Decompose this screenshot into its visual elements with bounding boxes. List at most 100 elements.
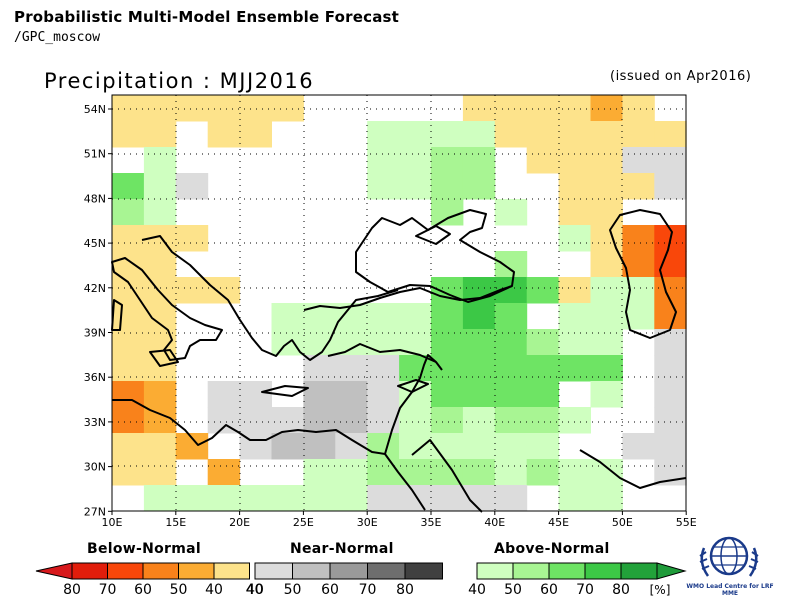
- probability-cell: [494, 485, 528, 512]
- lon-label: 25E: [293, 516, 314, 529]
- probability-cell: [367, 121, 400, 148]
- probability-cell: [143, 147, 177, 174]
- probability-cell: [654, 381, 687, 408]
- probability-cell: [207, 121, 241, 148]
- coastline-crimea: [415, 225, 451, 245]
- probability-cell: [494, 459, 528, 486]
- probability-cell: [558, 173, 591, 200]
- probability-cell: [207, 95, 241, 122]
- legend-swatch: [476, 562, 514, 580]
- legend-label: 60: [134, 582, 152, 598]
- probability-cell: [335, 459, 368, 486]
- legend-label: 60: [540, 582, 558, 598]
- probability-cell: [462, 407, 496, 434]
- lat-label: 27N: [84, 505, 106, 518]
- probability-cell: [431, 329, 464, 356]
- lat-label: 30N: [84, 461, 106, 474]
- probability-cell: [367, 459, 400, 486]
- legend-label: 70: [576, 582, 594, 598]
- probability-cell: [590, 355, 623, 382]
- coastline-red-sea: [384, 439, 483, 513]
- probability-cell: [654, 433, 687, 460]
- probability-cell: [590, 277, 623, 304]
- probability-cell: [590, 459, 623, 486]
- legend-swatch: [292, 562, 331, 580]
- probability-cell: [431, 121, 464, 148]
- coastline-levant: [384, 354, 443, 455]
- probability-cell: [558, 277, 591, 304]
- legend-swatch: [178, 562, 215, 580]
- probability-cell: [622, 433, 655, 460]
- probability-cell: [590, 95, 623, 122]
- probability-cell: [239, 381, 272, 408]
- lon-label: 45E: [548, 516, 569, 529]
- probability-cell: [462, 329, 496, 356]
- probability-cell: [590, 381, 623, 408]
- probability-cell: [239, 95, 272, 122]
- legend-near-title: Near-Normal: [290, 541, 394, 557]
- probability-cell: [494, 95, 528, 122]
- probability-cell: [335, 485, 368, 512]
- map-title: Precipitation : MJJ2016: [44, 69, 315, 93]
- probability-cell: [399, 147, 432, 174]
- probability-cell: [399, 173, 432, 200]
- coastline-caspian: [609, 209, 677, 339]
- legend-swatch: [584, 562, 622, 580]
- legend-label: 40: [468, 582, 486, 598]
- probability-cell: [399, 121, 432, 148]
- probability-cell: [526, 407, 560, 434]
- longitude-ticks: [111, 511, 687, 515]
- probability-cell: [494, 381, 528, 408]
- probability-cell: [112, 303, 145, 330]
- probability-cell: [112, 95, 145, 122]
- coastline-italy: [111, 257, 223, 361]
- probability-cell: [367, 485, 400, 512]
- probability-cell: [494, 121, 528, 148]
- legend-below-normal: 80 70 60 50 40 40: [35, 562, 263, 598]
- lon-label: 20E: [229, 516, 250, 529]
- probability-cell: [399, 485, 432, 512]
- probability-cell: [207, 381, 241, 408]
- coastline-crete: [261, 385, 309, 397]
- page-title: Probabilistic Multi-Model Ensemble Forec…: [14, 8, 400, 26]
- probability-cell: [526, 147, 560, 174]
- probability-cell: [431, 407, 464, 434]
- probability-cell: [143, 303, 177, 330]
- lat-label: 54N: [84, 103, 106, 116]
- probability-cell: [239, 121, 272, 148]
- legend-swatch: [142, 562, 179, 580]
- probability-cell: [112, 459, 145, 486]
- legend-label: 40: [205, 582, 223, 598]
- legend-swatch: [254, 562, 293, 580]
- probability-cell: [143, 121, 177, 148]
- lon-label: 30E: [357, 516, 378, 529]
- lon-label: 15E: [165, 516, 186, 529]
- probability-cell: [462, 147, 496, 174]
- probability-cell: [558, 95, 591, 122]
- probability-cell: [207, 277, 241, 304]
- probability-cell: [622, 147, 655, 174]
- probability-cell: [399, 433, 432, 460]
- probability-cell: [143, 381, 177, 408]
- coastline-black-sea: [355, 209, 515, 303]
- probability-cell: [143, 459, 177, 486]
- probability-cell: [143, 199, 177, 226]
- probability-cell: [431, 173, 464, 200]
- probability-cell: [112, 329, 145, 356]
- probability-cell: [654, 303, 687, 330]
- probability-cell: [175, 485, 209, 512]
- probability-cell: [239, 407, 272, 434]
- lat-label: 42N: [84, 282, 106, 295]
- legend-label: 80: [63, 582, 81, 598]
- probability-cell: [526, 355, 560, 382]
- lat-label: 48N: [84, 192, 106, 205]
- probability-cell: [143, 251, 177, 278]
- probability-cell: [271, 485, 304, 512]
- probability-cell: [654, 173, 687, 200]
- lon-label: 35E: [421, 516, 442, 529]
- probability-cell: [399, 303, 432, 330]
- probability-cell: [367, 355, 400, 382]
- probability-cell: [303, 459, 336, 486]
- legend-swatch: [329, 562, 368, 580]
- probability-cell: [654, 251, 687, 278]
